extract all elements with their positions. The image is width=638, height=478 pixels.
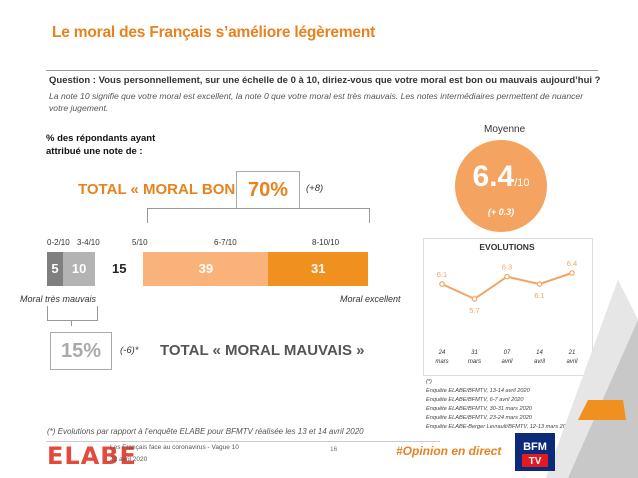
evolution-value-label: 6.1: [534, 291, 544, 300]
hashtag: #Opinion en direct: [396, 444, 502, 458]
svg-text:TV: TV: [529, 456, 542, 467]
total-bon-delta: (+8): [306, 183, 324, 194]
moyenne-value-wrap: 6.4/10: [455, 160, 547, 194]
evolution-value-label: 6.1: [437, 270, 447, 279]
footer-divider: [46, 441, 440, 442]
evolution-x-tick-label: mars: [468, 359, 481, 365]
moyenne-label: Moyenne: [484, 124, 526, 135]
total-mauvais-delta: (-6)*: [120, 345, 139, 356]
evolution-x-tick-label: 14: [536, 350, 543, 356]
bracket-moral-bon: [147, 208, 370, 223]
sources-notes: (*) Enquête ELABE/BFMTV, 13-14 avril 202…: [426, 378, 572, 432]
evolution-x-tick-label: avril: [501, 359, 513, 365]
category-label-5: 5/10: [132, 238, 148, 247]
bfmtv-logo: BFM TV: [515, 433, 555, 471]
category-label-0-2: 0-2/10: [47, 238, 70, 247]
question-note: La note 10 signifie que votre moral est …: [49, 91, 584, 113]
evolution-point: [569, 270, 575, 276]
bar-segment-0-2/10: 5: [47, 252, 64, 286]
page-number: 16: [330, 446, 338, 453]
evolution-point: [536, 281, 543, 287]
bracket-bottom-tick: [71, 320, 72, 326]
evolutions-line-chart: 6.1 24 mars 5.7 31 mars 6.3 07 avril 6.1 14 avril 6,…: [435, 259, 578, 365]
total-mauvais-value: 15%: [50, 332, 112, 370]
bar-segment-8-10/10: 31: [268, 252, 368, 286]
total-mauvais-label: TOTAL « MORAL MAUVAIS »: [160, 342, 365, 359]
evolution-x-tick-label: avril: [566, 359, 578, 365]
footnote: (*) Evolutions par rapport à l’enquête E…: [47, 427, 364, 436]
evolution-value-label: 5.7: [469, 306, 479, 315]
evolution-value-label: 6.3: [502, 263, 512, 272]
elabe-logo: ELABE: [47, 442, 137, 470]
pole-excellent: Moral excellent: [340, 294, 401, 304]
sources-asterisk: (*): [426, 379, 432, 385]
category-label-3-4: 3-4/10: [77, 238, 100, 247]
footer-subtitle: Les Français face au coronavirus - Vague…: [110, 444, 239, 451]
question-divider: [46, 70, 598, 71]
total-bon-value: 70%: [236, 171, 300, 209]
source-line: Enquête ELABE/BFMTV, 13-14 avril 2020: [426, 388, 530, 394]
svg-text:BFM: BFM: [523, 441, 547, 453]
evolution-value-label: 6,4: [567, 259, 577, 268]
bar-segment-5/10: 15: [95, 252, 144, 286]
evolution-x-tick-label: 31: [471, 350, 478, 356]
footer-date: 22 avril 2020: [110, 456, 148, 463]
question-text: Question : Vous personnellement, sur une…: [49, 75, 601, 86]
evolution-x-tick-label: 21: [568, 350, 576, 356]
category-label-6-7: 6-7/10: [214, 238, 237, 247]
bracket-moral-mauvais: [47, 306, 98, 321]
source-line: Enquête ELABE/BFMTV, 6-7 avril 2020: [426, 397, 524, 403]
category-label-8-10: 8-10/10: [312, 238, 340, 247]
bar-segment-3-4/10: 10: [63, 252, 96, 286]
moyenne-delta: (+ 0.3): [487, 207, 515, 217]
source-line: Enquête ELABE/BFMTV, 23-24 mars 2020: [426, 415, 532, 421]
moyenne-circle: [455, 140, 547, 232]
total-bon-label: TOTAL « MORAL BON »: [78, 181, 248, 198]
pole-tres-mauvais: Moral très mauvais: [20, 294, 97, 304]
decorative-triangle: [546, 280, 638, 478]
moyenne-value: 6.4: [472, 160, 515, 193]
source-line: Enquête ELABE-Berger Levrault/BFMTV, 12-…: [426, 424, 573, 430]
evolution-x-tick-label: mars: [435, 359, 448, 365]
page-title: Le moral des Français s’améliore légèrem…: [52, 24, 376, 41]
evolution-point: [471, 296, 478, 302]
respondents-label: % des répondants ayant attribué une note…: [46, 132, 206, 158]
source-line: Enquête ELABE/BFMTV, 30-31 mars 2020: [426, 406, 532, 412]
evolution-point: [504, 273, 510, 280]
evolution-point: [439, 281, 445, 287]
evolution-x-tick-label: 24: [438, 350, 446, 356]
moyenne-scale: /10: [514, 177, 530, 189]
evolution-x-tick-label: avril: [534, 359, 546, 365]
evolutions-title: EVOLUTIONS: [479, 242, 535, 252]
respondents-label-line2: attribué une note de :: [46, 146, 143, 157]
stacked-bar: 5 10 15 39 31: [47, 252, 368, 286]
respondents-label-line1: % des répondants ayant: [46, 133, 156, 144]
evolutions-panel: [423, 238, 593, 376]
bar-segment-6-7/10: 39: [143, 252, 269, 286]
evolution-x-tick-label: 07: [504, 350, 511, 356]
